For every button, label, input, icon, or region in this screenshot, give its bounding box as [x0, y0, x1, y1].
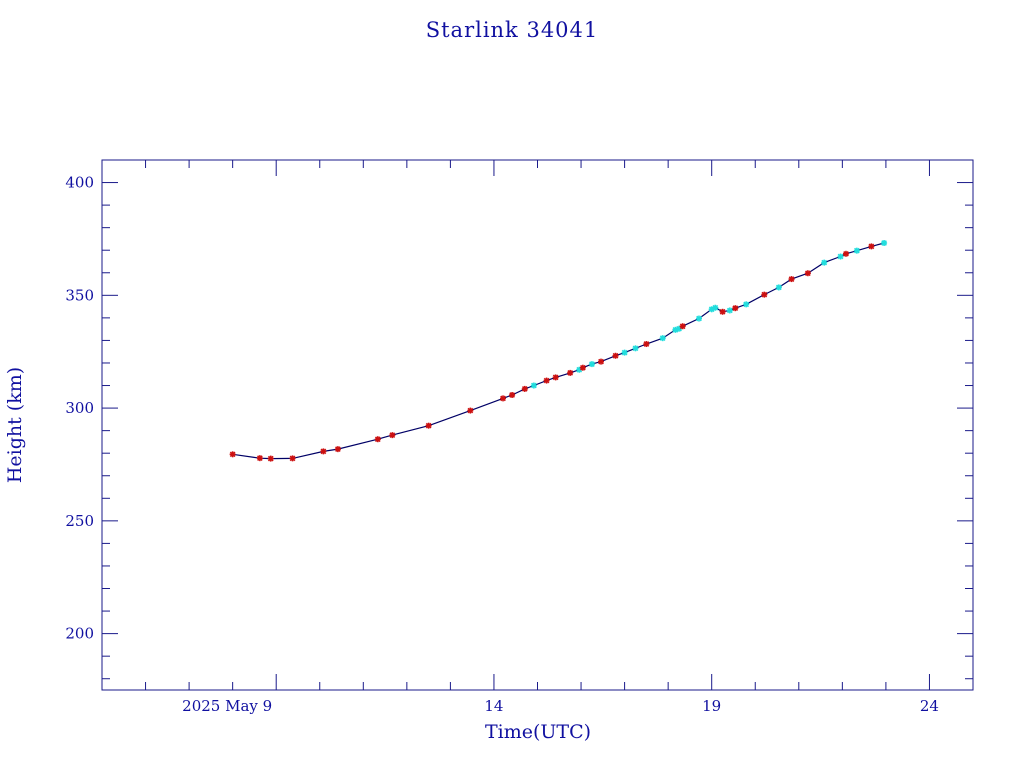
red-data-point — [543, 377, 550, 384]
y-tick-label: 400 — [65, 174, 94, 192]
red-data-point — [761, 291, 768, 298]
red-data-point — [598, 358, 605, 365]
x-tick-label: 24 — [920, 697, 939, 715]
x-axis-label: Time(UTC) — [485, 721, 591, 743]
red-data-point — [679, 323, 686, 330]
cyan-data-point — [821, 259, 828, 266]
y-axis-label: Height (km) — [4, 367, 26, 483]
chart-title: Starlink 34041 — [426, 18, 599, 42]
cyan-data-point — [588, 361, 595, 368]
cyan-data-point — [881, 239, 888, 246]
series-line — [232, 242, 885, 460]
tick-labels: 200 250 300 350 400 2025 May 9 14 19 24 — [65, 174, 939, 715]
x-tick-label: 14 — [484, 697, 503, 715]
red-data-point — [289, 455, 296, 462]
axis-ticks — [102, 159, 973, 690]
red-data-point — [256, 455, 263, 462]
red-data-point — [521, 385, 528, 392]
cyan-data-point — [743, 301, 750, 308]
cyan-data-point — [530, 382, 537, 389]
red-data-point — [334, 446, 341, 453]
red-data-point — [868, 243, 875, 250]
red-data-point — [579, 364, 586, 371]
red-data-point — [509, 392, 516, 399]
red-data-point — [612, 352, 619, 359]
red-data-point — [804, 270, 811, 277]
data-markers — [229, 239, 888, 462]
cyan-data-point — [632, 345, 639, 352]
red-data-point — [732, 305, 739, 312]
red-data-point — [389, 432, 396, 439]
y-tick-label: 350 — [65, 286, 94, 304]
red-data-point — [425, 422, 432, 429]
cyan-data-point — [659, 335, 666, 342]
cyan-data-point — [621, 349, 628, 356]
cyan-data-point — [712, 304, 719, 311]
red-data-point — [320, 448, 327, 455]
red-data-point — [719, 308, 726, 315]
red-data-point — [643, 341, 650, 348]
red-data-point — [567, 369, 574, 376]
cyan-data-point — [695, 315, 702, 322]
red-data-point — [552, 374, 559, 381]
red-data-point — [788, 276, 795, 283]
y-tick-label: 300 — [65, 399, 94, 417]
red-data-point — [229, 451, 236, 458]
red-data-point — [842, 250, 849, 257]
cyan-data-point — [775, 284, 782, 291]
cyan-data-point — [726, 307, 733, 314]
x-tick-label: 2025 May 9 — [182, 697, 272, 715]
y-tick-label: 250 — [65, 512, 94, 530]
red-data-point — [267, 455, 274, 462]
red-data-point — [500, 395, 507, 402]
red-data-point — [374, 436, 381, 443]
plot-frame — [101, 159, 974, 691]
red-data-point — [467, 407, 474, 414]
cyan-data-point — [853, 247, 860, 254]
y-tick-label: 200 — [65, 625, 94, 643]
x-tick-label: 19 — [702, 697, 721, 715]
cyan-data-point — [837, 253, 844, 260]
